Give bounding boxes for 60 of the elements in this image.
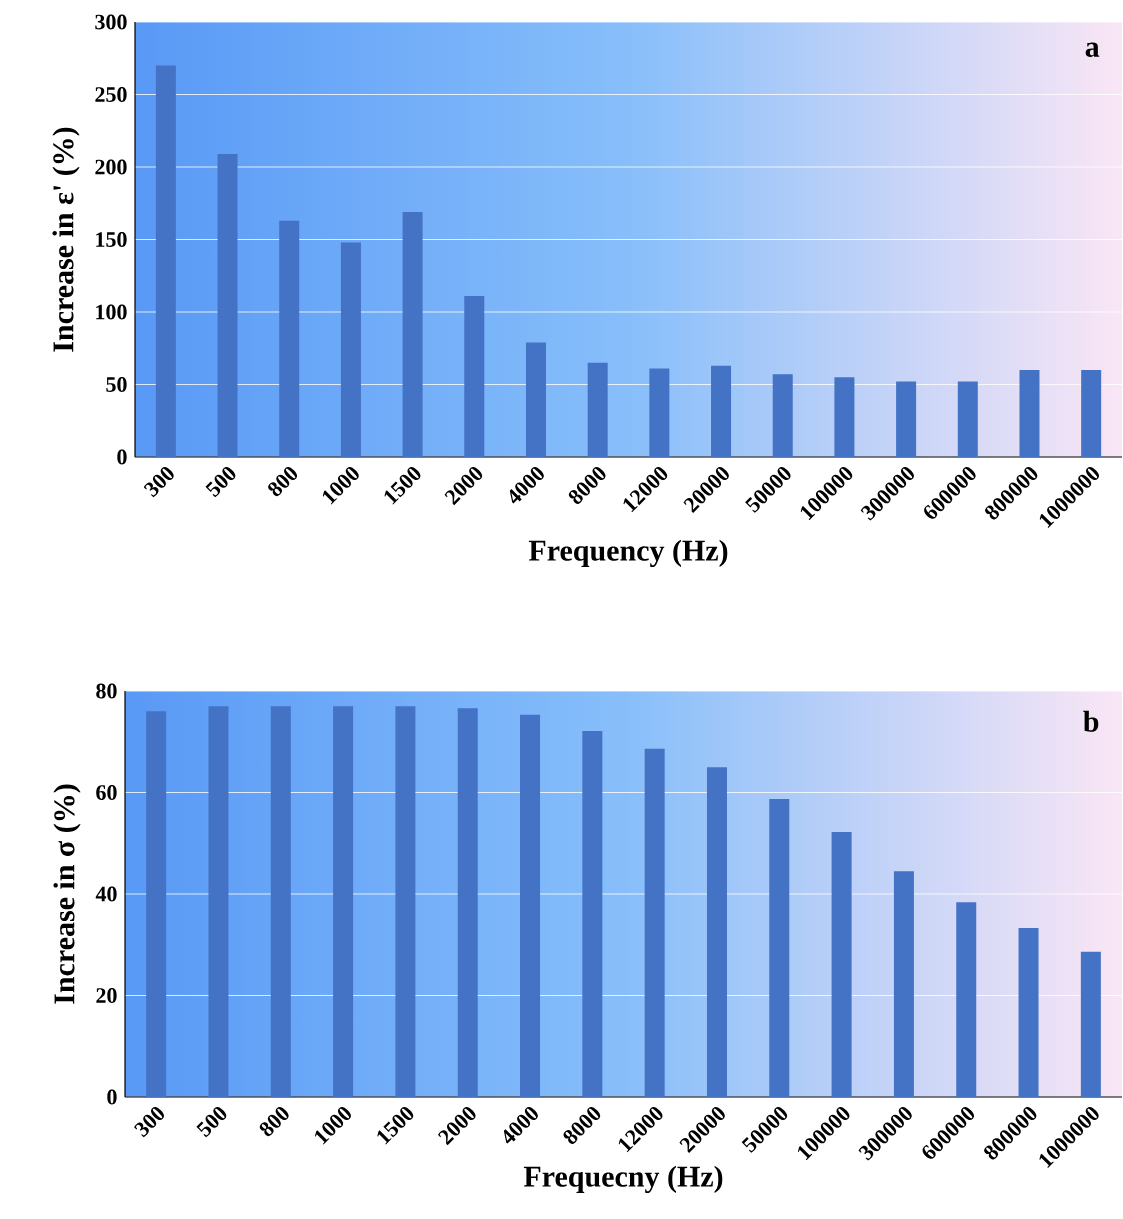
y-tick-label: 0 — [117, 449, 127, 465]
bar — [1081, 370, 1102, 457]
bar — [217, 153, 238, 457]
bar — [457, 708, 478, 1098]
y-tick-label: 20 — [96, 988, 117, 1003]
bar — [644, 748, 665, 1098]
y-tick-label: 60 — [96, 785, 117, 800]
x-tick-label: 4000 — [503, 1107, 538, 1144]
bar — [893, 871, 914, 1098]
x-axis-title: Frequency (Hz) — [528, 539, 728, 567]
bar — [155, 65, 176, 457]
bar — [582, 731, 603, 1098]
bar — [146, 711, 167, 1098]
bar — [270, 706, 291, 1098]
bar — [956, 902, 977, 1098]
y-tick-label: 150 — [96, 232, 127, 247]
x-tick-label: 500 — [196, 1107, 227, 1138]
bar — [464, 296, 485, 457]
bar — [1018, 928, 1039, 1098]
bar — [333, 706, 354, 1098]
x-tick-label: 500 — [205, 467, 236, 498]
x-tick-label: 800 — [259, 1107, 289, 1137]
bar — [957, 381, 978, 457]
bar — [395, 706, 416, 1098]
x-tick-label: 800 — [268, 467, 298, 497]
bar — [587, 362, 608, 457]
bar — [834, 377, 855, 457]
y-tick-label: 0 — [107, 1089, 117, 1105]
bar — [769, 799, 790, 1098]
bar — [402, 211, 423, 457]
bar — [706, 767, 727, 1098]
bar — [649, 368, 670, 457]
annotation: b — [1083, 710, 1099, 732]
bar — [896, 381, 917, 457]
bar — [520, 714, 541, 1098]
annotation: a — [1085, 42, 1100, 57]
bar — [1019, 370, 1040, 457]
bar — [1080, 951, 1101, 1098]
y-tick-label: 80 — [96, 683, 117, 699]
x-tick-label: 300 — [143, 467, 174, 498]
bar — [340, 242, 361, 457]
x-tick-label: 4000 — [509, 467, 544, 504]
bar — [831, 832, 852, 1098]
y-tick-label: 100 — [96, 304, 127, 320]
x-axis-title: Frequecny (Hz) — [523, 1165, 723, 1193]
y-tick-label: 250 — [95, 87, 127, 102]
bar — [772, 374, 793, 457]
y-axis-title: Increase in ε' (%) — [52, 127, 80, 352]
x-tick-label: 8000 — [568, 467, 606, 504]
y-tick-label: 40 — [95, 886, 117, 902]
y-tick-label: 50 — [106, 377, 127, 392]
bar — [711, 365, 732, 457]
bar — [208, 706, 229, 1098]
y-tick-label: 300 — [95, 14, 127, 30]
x-tick-label: 8000 — [563, 1107, 601, 1144]
x-tick-label: 300 — [134, 1107, 165, 1138]
bar — [525, 342, 546, 457]
y-axis-title: Increase in σ (%) — [53, 784, 81, 1004]
bar — [279, 220, 300, 457]
y-tick-label: 200 — [95, 159, 127, 175]
